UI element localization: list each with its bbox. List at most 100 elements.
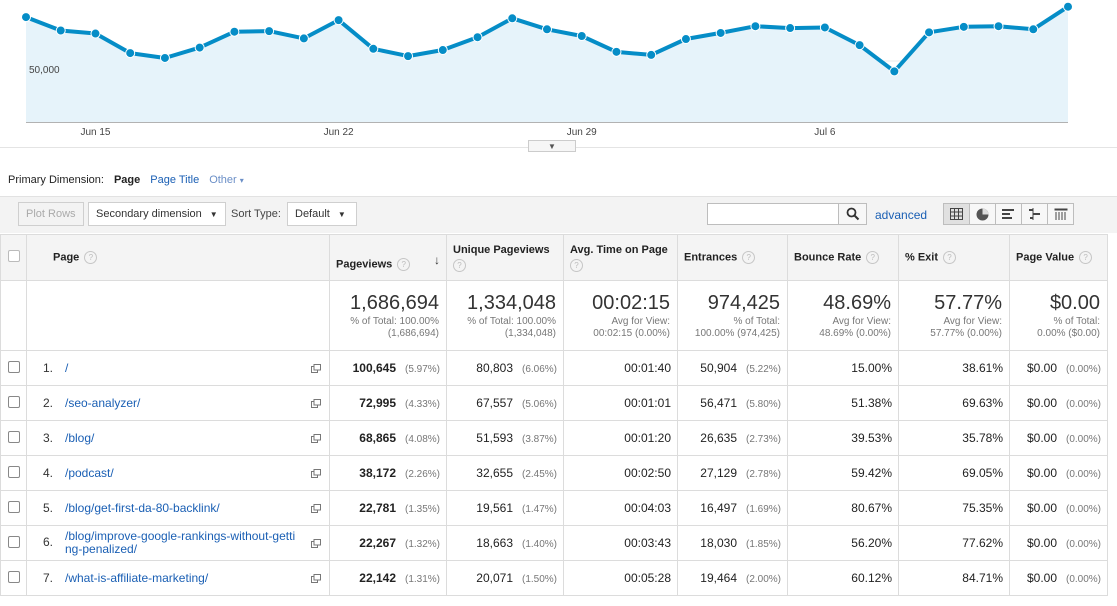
chart-point[interactable] [264, 26, 275, 37]
chart-point[interactable] [55, 25, 66, 36]
chart-point[interactable] [229, 26, 240, 37]
chart-point[interactable] [437, 45, 448, 56]
open-page-icon[interactable] [311, 362, 321, 373]
help-icon[interactable]: ? [943, 251, 957, 264]
plot-rows-button[interactable]: Plot Rows [18, 202, 84, 226]
column-header-bounce-rate[interactable]: Bounce Rate? [787, 234, 899, 281]
help-icon[interactable]: ? [1079, 251, 1093, 264]
chart-point[interactable] [472, 32, 483, 43]
row-checkbox[interactable] [7, 535, 20, 548]
pageviews-percent: (1.35%) [404, 504, 440, 515]
column-header-exit[interactable]: % Exit? [898, 234, 1010, 281]
advanced-filter-link[interactable]: advanced [875, 208, 928, 222]
table-search-input[interactable] [707, 203, 839, 225]
pageviews-cell: 100,645 (5.97%) [329, 350, 447, 386]
row-checkbox[interactable] [7, 500, 20, 513]
column-header-entrances[interactable]: Entrances? [677, 234, 788, 281]
chart-point[interactable] [159, 52, 170, 63]
open-page-icon[interactable] [311, 432, 321, 443]
performance-view-button[interactable] [995, 203, 1022, 225]
exit-value: 75.35% [962, 501, 1003, 515]
column-header-page-value[interactable]: Page Value? [1009, 234, 1108, 281]
pageviews-cell: 22,781 (1.35%) [329, 490, 447, 526]
chart-point[interactable] [21, 12, 31, 23]
row-checkbox[interactable] [7, 570, 20, 583]
chart-point[interactable] [333, 15, 344, 26]
chart-point[interactable] [298, 33, 309, 44]
chart-point[interactable] [90, 28, 101, 39]
table-header-row: Page? Pageviews? ↓ Unique Pageviews? Avg.… [0, 234, 1108, 281]
help-icon[interactable]: ? [84, 251, 98, 264]
help-icon[interactable]: ? [742, 251, 756, 264]
help-icon[interactable]: ? [866, 251, 880, 264]
chart-point[interactable] [611, 46, 622, 57]
pageviews-value: 72,995 [359, 396, 396, 410]
page-path-link[interactable]: /blog/ [65, 431, 95, 446]
open-page-icon[interactable] [311, 502, 321, 513]
chart-point[interactable] [750, 21, 761, 32]
chart-point[interactable] [194, 42, 205, 53]
column-header-avg-time[interactable]: Avg. Time on Page? [563, 234, 678, 281]
column-header-unique-pageviews[interactable]: Unique Pageviews? [446, 234, 564, 281]
open-page-icon[interactable] [311, 572, 321, 583]
chart-point[interactable] [576, 30, 587, 41]
row-checkbox[interactable] [7, 430, 20, 443]
chart-point[interactable] [646, 49, 657, 60]
chart-point[interactable] [368, 43, 379, 54]
help-icon[interactable]: ? [570, 258, 583, 272]
chart-point[interactable] [854, 40, 865, 51]
chart-point[interactable] [542, 24, 552, 35]
chart-collapse-toggle[interactable]: ▼ [528, 140, 576, 152]
chart-point[interactable] [993, 21, 1004, 32]
page-path-link[interactable]: /seo-analyzer/ [65, 396, 141, 411]
pie-view-button[interactable] [969, 203, 996, 225]
dimension-other-dropdown[interactable]: Other ▾ [209, 174, 244, 186]
select-all-checkbox[interactable] [7, 250, 20, 262]
chart-point[interactable] [785, 23, 796, 34]
chart-point[interactable] [889, 66, 900, 77]
open-page-icon[interactable] [311, 537, 321, 548]
total-caption: 0.00% ($0.00) [1037, 328, 1100, 339]
dimension-page-title[interactable]: Page Title [150, 174, 200, 186]
chart-point[interactable] [715, 27, 726, 38]
help-icon[interactable]: ? [397, 258, 411, 271]
avg-time-value: 00:01:20 [624, 431, 671, 445]
column-header-pageviews[interactable]: Pageviews? ↓ [329, 234, 447, 281]
entrances-value: 18,030 [700, 536, 737, 550]
page-path-link[interactable]: /blog/improve-google-rankings-without-ge… [65, 529, 296, 556]
open-page-icon[interactable] [311, 467, 321, 478]
pivot-view-button[interactable] [1047, 203, 1074, 225]
column-header-page[interactable]: Page? [26, 234, 330, 281]
secondary-dimension-dropdown[interactable]: Secondary dimension ▼ [88, 202, 226, 226]
chart-point[interactable] [125, 48, 136, 59]
sort-type-dropdown[interactable]: Default ▼ [287, 202, 357, 226]
chart-point[interactable] [819, 22, 830, 33]
chart-point[interactable] [924, 27, 935, 38]
entrances-value: 27,129 [700, 466, 737, 480]
avg-time-cell: 00:01:20 [563, 420, 678, 456]
page-path-link[interactable]: /podcast/ [65, 466, 114, 481]
chart-point[interactable] [507, 13, 518, 24]
chart-point[interactable] [1028, 24, 1039, 35]
search-button[interactable] [838, 203, 867, 225]
bounce-rate-cell: 56.20% [787, 525, 899, 561]
row-checkbox[interactable] [7, 465, 20, 478]
chart-point[interactable] [403, 51, 414, 62]
total-caption: Avg for View: [611, 316, 670, 327]
row-checkbox[interactable] [7, 395, 20, 408]
chart-point[interactable] [958, 21, 969, 32]
chart-point[interactable] [1063, 1, 1073, 12]
dimension-page[interactable]: Page [113, 174, 141, 186]
page-cell: 3. /blog/ [26, 420, 330, 456]
row-checkbox[interactable] [7, 360, 20, 373]
column-label-page: Page [53, 251, 80, 264]
page-path-link[interactable]: /blog/get-first-da-80-backlink/ [65, 501, 220, 516]
comparison-view-button[interactable] [1021, 203, 1048, 225]
page-path-link[interactable]: / [65, 361, 69, 376]
open-page-icon[interactable] [311, 397, 321, 408]
page-path-link[interactable]: /what-is-affiliate-marketing/ [65, 571, 209, 586]
chart-point[interactable] [680, 34, 691, 45]
help-icon[interactable]: ? [453, 258, 466, 272]
page-value-cell: $0.00 (0.00%) [1009, 525, 1108, 561]
table-view-button[interactable] [943, 203, 970, 225]
